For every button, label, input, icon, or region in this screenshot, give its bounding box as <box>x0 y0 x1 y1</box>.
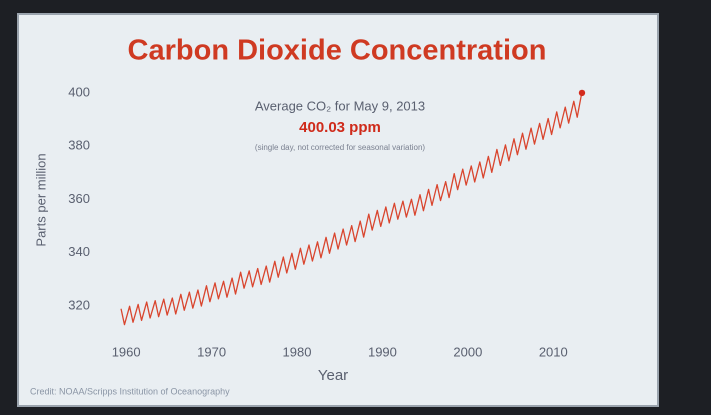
page: {"chart_data": {"type": "line", "title":… <box>0 0 711 415</box>
latest-reading-dot <box>579 90 585 96</box>
annotation-value: 400.03 ppm <box>299 119 381 136</box>
y-tick-label: 340 <box>68 244 90 259</box>
chart-title: Carbon Dioxide Concentration <box>128 35 547 67</box>
x-tick-label: 1980 <box>283 344 312 359</box>
y-tick-label: 320 <box>68 297 90 312</box>
annotation-heading: Average CO₂ for May 9, 2013 <box>255 98 425 113</box>
credit: Credit: NOAA/Scripps Institution of Ocea… <box>30 386 230 396</box>
x-tick-label: 2010 <box>539 344 568 359</box>
x-axis-label: Year <box>318 367 348 384</box>
x-tick-label: 1960 <box>112 344 141 359</box>
x-tick-label: 1970 <box>197 344 226 359</box>
y-tick-label: 360 <box>68 191 90 206</box>
y-tick-label: 400 <box>68 84 90 99</box>
x-tick-label: 1990 <box>368 344 397 359</box>
y-axis-label: Parts per million <box>33 153 48 246</box>
chart: Carbon Dioxide Concentration Average CO₂… <box>0 0 711 415</box>
annotation-note: (single day, not corrected for seasonal … <box>255 143 425 152</box>
y-tick-label: 380 <box>68 138 90 153</box>
x-tick-label: 2000 <box>453 344 482 359</box>
